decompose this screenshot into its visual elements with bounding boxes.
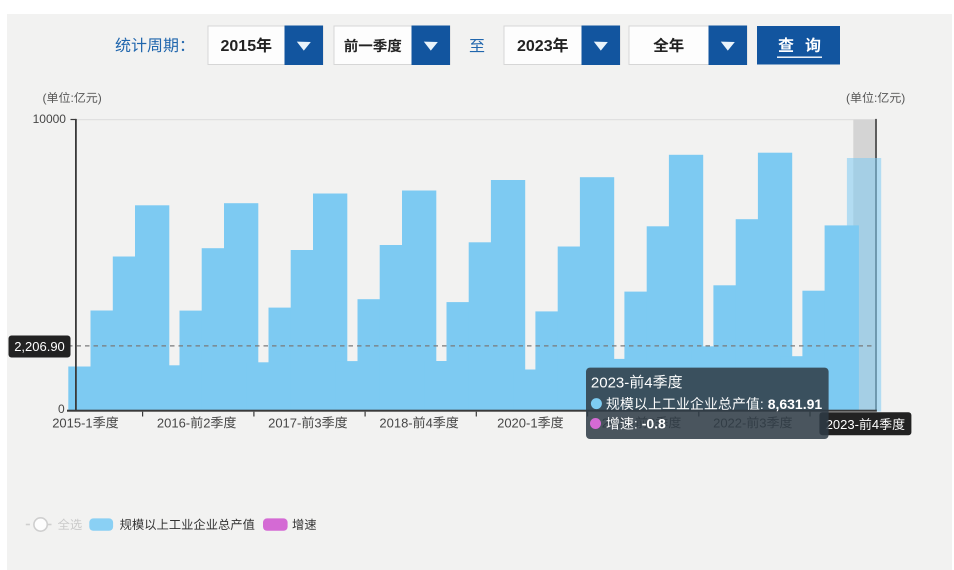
svg-text:(: ( — [43, 91, 47, 105]
svg-text:4: 4 — [426, 415, 433, 430]
svg-text:4: 4 — [644, 374, 652, 391]
svg-text:2023-: 2023- — [591, 374, 629, 391]
svg-text:2,206.90: 2,206.90 — [14, 339, 65, 354]
svg-text:-0.8: -0.8 — [642, 416, 666, 432]
svg-text:2: 2 — [203, 415, 210, 430]
svg-text:2023-: 2023- — [826, 417, 859, 432]
svg-text:(: ( — [846, 91, 850, 105]
svg-text:2016-: 2016- — [157, 415, 190, 430]
svg-text:2023: 2023 — [517, 38, 553, 55]
svg-text:): ) — [901, 91, 905, 105]
svg-text::: : — [634, 416, 638, 432]
svg-text:2018-: 2018- — [379, 415, 412, 430]
svg-text:2017-: 2017- — [268, 415, 301, 430]
svg-text:): ) — [98, 91, 102, 105]
svg-text:0: 0 — [58, 402, 65, 416]
svg-text::: : — [874, 91, 877, 105]
svg-text:3: 3 — [314, 415, 321, 430]
svg-text:10000: 10000 — [33, 112, 67, 126]
svg-text::: : — [71, 91, 74, 105]
svg-text:2020-1: 2020-1 — [497, 415, 537, 430]
svg-text:8,631.91: 8,631.91 — [768, 396, 823, 412]
svg-text::: : — [760, 396, 764, 412]
svg-text:4: 4 — [872, 417, 879, 432]
svg-text:2015-1: 2015-1 — [52, 415, 92, 430]
svg-text:2015: 2015 — [221, 38, 257, 55]
